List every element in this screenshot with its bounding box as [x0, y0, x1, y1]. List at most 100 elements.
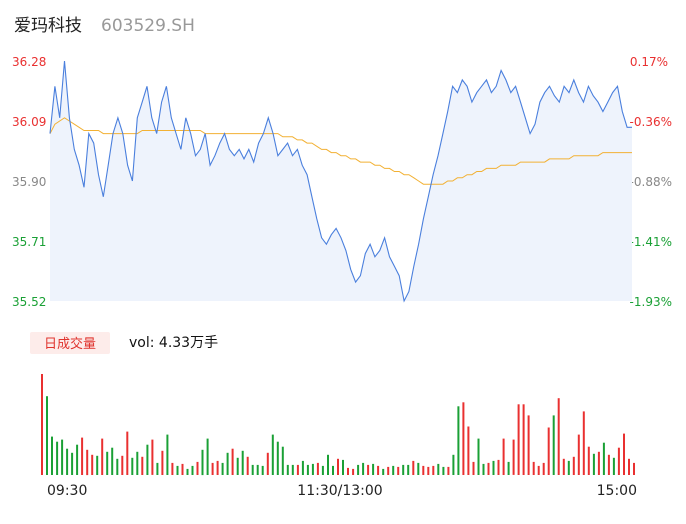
- price-tick-label: 36.28: [12, 55, 46, 69]
- volume-bar: [628, 458, 630, 475]
- volume-bar: [607, 454, 610, 475]
- price-line: [49, 60, 632, 303]
- volume-bar: [136, 451, 139, 475]
- volume-bar: [382, 468, 385, 475]
- volume-bar: [191, 465, 194, 475]
- volume-bar: [372, 463, 375, 475]
- volume-badge: 日成交量: [44, 336, 96, 352]
- volume-bar: [236, 457, 239, 475]
- volume-bar: [261, 465, 264, 475]
- percent-tick-label: 0.17%: [630, 55, 668, 69]
- volume-bar: [617, 447, 620, 475]
- volume-bar: [41, 374, 43, 475]
- volume-bar: [527, 415, 530, 475]
- stock-name: 爱玛科技: [14, 16, 82, 36]
- volume-bar: [181, 463, 184, 475]
- volume-bar: [196, 461, 199, 475]
- volume-bar: [66, 448, 69, 475]
- volume-bar: [96, 455, 99, 475]
- volume-bar: [86, 449, 89, 476]
- price-tick-label: 35.52: [12, 295, 46, 309]
- volume-bar: [211, 462, 214, 475]
- volume-badge-bg: [30, 332, 110, 354]
- volume-bar: [402, 464, 405, 475]
- volume-bar: [296, 464, 299, 475]
- volume-bar: [357, 464, 360, 475]
- volume-bar: [201, 449, 204, 476]
- time-tick-label: 09:30: [47, 483, 87, 499]
- volume-bar: [367, 464, 370, 475]
- volume-bar: [472, 461, 475, 475]
- volume-bar: [542, 462, 545, 475]
- volume-bar: [592, 453, 595, 475]
- volume-bar: [612, 457, 615, 475]
- volume-bar: [46, 396, 48, 475]
- percent-axis-labels: 0.17% -0.36% -0.88% -1.41% -1.93%: [630, 55, 672, 309]
- volume-bar: [397, 466, 400, 475]
- volume-bar: [557, 398, 560, 475]
- volume-bar: [567, 460, 570, 475]
- volume-bar: [487, 462, 490, 475]
- volume-bar: [442, 466, 445, 475]
- price-plot: [49, 60, 632, 303]
- volume-bar: [271, 434, 274, 475]
- volume-bar: [522, 404, 525, 475]
- volume-bar: [377, 465, 380, 475]
- volume-bar: [56, 441, 59, 475]
- volume-bar: [111, 447, 114, 475]
- volume-bar: [141, 456, 144, 475]
- volume-bar: [532, 461, 535, 475]
- volume-bar: [417, 462, 420, 475]
- price-tick-label: 35.71: [12, 235, 46, 249]
- volume-bar: [492, 460, 495, 475]
- volume-bar: [547, 427, 550, 475]
- volume-bar: [362, 462, 365, 475]
- volume-bar: [392, 465, 395, 475]
- volume-bar: [537, 465, 540, 475]
- volume-bar: [552, 415, 555, 475]
- volume-bar: [306, 464, 309, 475]
- volume-bar: [286, 464, 289, 475]
- percent-tick-label: -0.88%: [630, 175, 672, 189]
- volume-bar: [321, 465, 324, 475]
- volume-bar: [422, 465, 425, 475]
- volume-bar: [507, 461, 510, 475]
- volume-bar: [151, 439, 154, 475]
- volume-bar: [587, 446, 590, 475]
- volume-bar: [332, 465, 334, 475]
- volume-bar: [121, 455, 124, 475]
- volume-bar: [221, 462, 224, 475]
- time-axis-labels: 09:30 11:30/13:00 15:00: [47, 483, 637, 499]
- volume-bar: [251, 464, 254, 475]
- volume-bar: [81, 437, 84, 475]
- volume-bar: [171, 462, 174, 475]
- percent-tick-label: -1.41%: [630, 235, 672, 249]
- volume-bar: [582, 411, 585, 475]
- volume-bar: [342, 459, 344, 475]
- time-tick-label: 11:30/13:00: [297, 483, 382, 499]
- volume-bar: [281, 446, 284, 475]
- volume-bar: [91, 454, 94, 475]
- volume-bar: [467, 426, 470, 475]
- volume-bar: [61, 439, 64, 475]
- volume-bar: [146, 444, 149, 475]
- volume-bar: [256, 464, 259, 475]
- volume-bar: [602, 442, 605, 475]
- volume-bar: [623, 433, 625, 475]
- volume-bar: [161, 450, 164, 475]
- volume-bar: [597, 451, 600, 475]
- volume-bar: [352, 468, 355, 475]
- volume-bar: [347, 467, 349, 475]
- volume-bar: [76, 444, 79, 475]
- price-tick-label: 35.90: [12, 175, 46, 189]
- volume-bar: [427, 466, 430, 475]
- volume-bar: [462, 402, 465, 475]
- volume-value: vol: 4.33万手: [129, 335, 218, 351]
- price-area-fill: [50, 61, 632, 301]
- volume-bar: [206, 438, 209, 475]
- volume-bar: [432, 465, 435, 475]
- volume-bar: [457, 406, 460, 475]
- volume-bar: [482, 463, 485, 475]
- volume-bar: [447, 466, 450, 475]
